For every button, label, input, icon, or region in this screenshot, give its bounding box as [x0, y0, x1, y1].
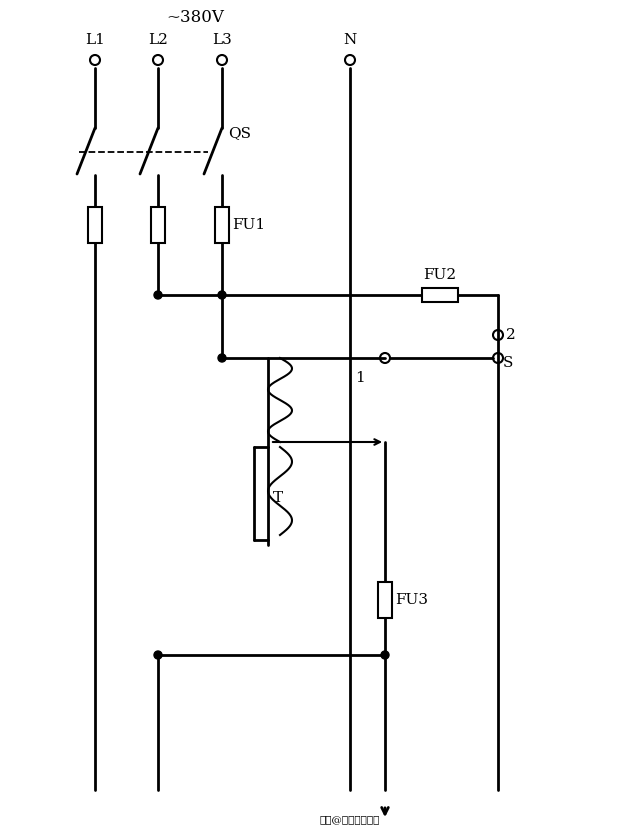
Text: 1: 1: [355, 371, 365, 385]
Text: N: N: [343, 33, 356, 47]
Text: L1: L1: [85, 33, 105, 47]
Bar: [151, 207, 165, 243]
Bar: [378, 582, 392, 618]
Bar: [422, 288, 458, 302]
Text: ~380V: ~380V: [166, 9, 224, 27]
Text: QS: QS: [228, 126, 251, 140]
Text: L2: L2: [148, 33, 168, 47]
Text: S: S: [503, 356, 513, 370]
Circle shape: [381, 651, 389, 659]
Text: 2: 2: [506, 328, 516, 342]
Text: T: T: [273, 491, 283, 505]
Bar: [88, 207, 102, 243]
Circle shape: [218, 354, 226, 362]
Text: FU2: FU2: [423, 268, 456, 282]
Text: L3: L3: [212, 33, 232, 47]
Text: FU1: FU1: [232, 218, 265, 232]
Text: FU3: FU3: [395, 593, 428, 607]
Bar: [215, 207, 229, 243]
Circle shape: [154, 291, 162, 299]
Circle shape: [154, 651, 162, 659]
Text: 轮虫@技成电工课堂: 轮虫@技成电工课堂: [320, 815, 380, 825]
Circle shape: [218, 291, 226, 299]
